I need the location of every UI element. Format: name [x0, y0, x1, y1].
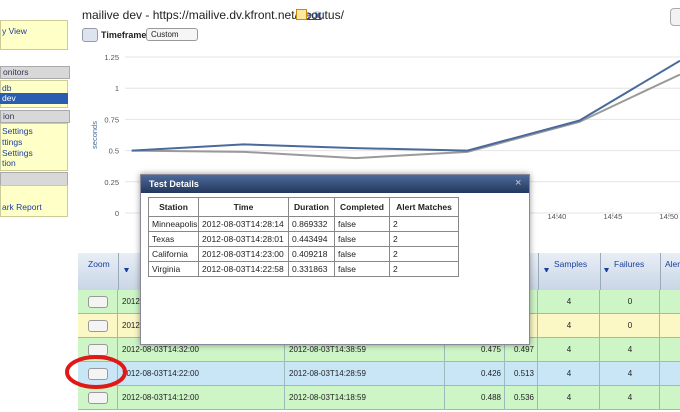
- table-cell-text: 0.513: [509, 362, 534, 386]
- y-tick-label: 0.5: [109, 147, 119, 156]
- column-divider: [118, 253, 119, 290]
- dialog-cell: 0.331863: [288, 261, 335, 277]
- dialog-cell: Virginia: [148, 261, 199, 277]
- table-cell-text: 0.426: [449, 362, 501, 386]
- table-cell-text: 0: [604, 290, 656, 314]
- dialog-cell: Minneapolis: [148, 216, 199, 232]
- dialog-cell: 2: [389, 261, 459, 277]
- dialog-column-header: Time: [198, 197, 289, 217]
- table-cell-text: 4: [542, 386, 596, 410]
- dialog-cell: California: [148, 246, 199, 262]
- dialog-cell: 2012-08-03T14:28:14: [198, 216, 289, 232]
- y-tick-label: 1.25: [104, 53, 119, 62]
- table-cell-text: 4: [604, 338, 656, 362]
- dialog-cell: 2: [389, 231, 459, 247]
- dialog-cell: Texas: [148, 231, 199, 247]
- table-cell-text: 2012-08-03T14:28:59: [289, 362, 441, 386]
- table-cell: [660, 314, 680, 338]
- x-tick-label: 14:50: [659, 212, 678, 221]
- table-cell-text: 2012-08-03T14:18:59: [289, 386, 441, 410]
- table-cell-text: 4: [542, 290, 596, 314]
- test-details-dialog: Test Details × StationTimeDurationComple…: [140, 174, 530, 345]
- y-tick-label: 0.75: [104, 115, 119, 124]
- dialog-cell: 0.409218: [288, 246, 335, 262]
- column-divider: [538, 253, 539, 290]
- table-cell-text: 4: [604, 362, 656, 386]
- zoom-button[interactable]: [88, 296, 108, 308]
- dialog-column-header: Alert Matches: [389, 197, 459, 217]
- zoom-button[interactable]: [88, 320, 108, 332]
- sort-icon: [124, 268, 129, 273]
- zoom-button[interactable]: [88, 368, 108, 380]
- dialog-cell: 2012-08-03T14:22:58: [198, 261, 289, 277]
- sort-icon: [544, 268, 549, 273]
- dialog-cell: 2: [389, 216, 459, 232]
- dialog-cell: 2012-08-03T14:28:01: [198, 231, 289, 247]
- dialog-column-header: Station: [148, 197, 199, 217]
- dialog-cell: false: [334, 261, 390, 277]
- column-header[interactable]: Aler: [665, 259, 680, 269]
- zoom-button[interactable]: [88, 344, 108, 356]
- dialog-cell: false: [334, 246, 390, 262]
- dialog-cell: 2012-08-03T14:23:00: [198, 246, 289, 262]
- zoom-button[interactable]: [88, 392, 108, 404]
- y-tick-label: 0.25: [104, 178, 119, 187]
- column-header: Zoom: [88, 259, 110, 269]
- column-header[interactable]: Failures: [614, 259, 644, 269]
- table-cell-text: 4: [542, 314, 596, 338]
- table-cell: [660, 386, 680, 410]
- dialog-cell: 0.443494: [288, 231, 335, 247]
- dialog-title: Test Details: [149, 179, 199, 189]
- table-cell-text: 4: [604, 386, 656, 410]
- dialog-column-header: Duration: [288, 197, 335, 217]
- table-cell-text: 0.488: [449, 386, 501, 410]
- x-tick-label: 14:40: [548, 212, 567, 221]
- x-tick-label: 14:45: [603, 212, 622, 221]
- table-cell-text: 0: [604, 314, 656, 338]
- column-divider: [660, 253, 661, 290]
- series-line: [132, 61, 680, 151]
- y-axis-label: seconds: [90, 121, 99, 149]
- table-cell: [660, 338, 680, 362]
- dialog-cell: 2: [389, 246, 459, 262]
- column-divider: [600, 253, 601, 290]
- table-cell-text: 0.536: [509, 386, 534, 410]
- table-cell: [660, 362, 680, 386]
- table-cell-text: 4: [542, 362, 596, 386]
- dialog-cell: 0.869332: [288, 216, 335, 232]
- dialog-cell: false: [334, 231, 390, 247]
- sort-icon: [604, 268, 609, 273]
- table-cell-text: 2012-08-03T14:12:00: [122, 386, 281, 410]
- dialog-cell: false: [334, 216, 390, 232]
- table-cell-text: 2012-08-03T14:22:00: [122, 362, 281, 386]
- dialog-header: [141, 175, 529, 193]
- dialog-close[interactable]: ×: [515, 177, 521, 189]
- column-header[interactable]: Samples: [554, 259, 587, 269]
- y-tick-label: 0: [115, 209, 119, 218]
- table-cell: [660, 290, 680, 314]
- y-tick-label: 1: [115, 84, 119, 93]
- dialog-column-header: Completed: [334, 197, 390, 217]
- table-cell-text: 4: [542, 338, 596, 362]
